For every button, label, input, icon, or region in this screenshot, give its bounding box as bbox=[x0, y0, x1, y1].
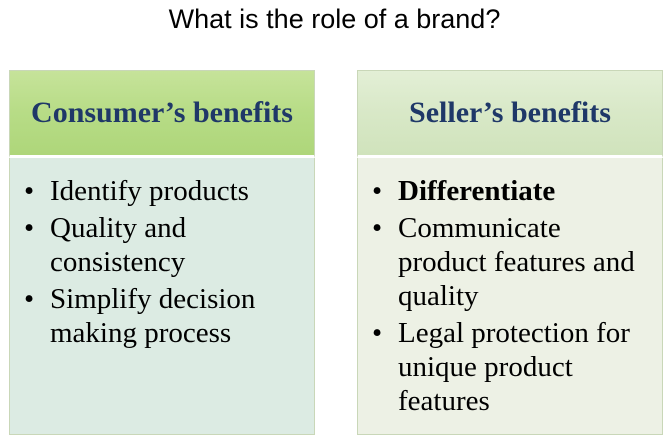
seller-benefits-header-label: Seller’s benefits bbox=[409, 96, 611, 129]
list-item: • Legal protection for unique product fe… bbox=[372, 316, 652, 418]
list-item-text: Legal protection for unique product feat… bbox=[398, 317, 630, 417]
list-item-text: Identify products bbox=[50, 175, 249, 207]
bullet-icon: • bbox=[24, 212, 35, 244]
list-item-text: Simplify decision making process bbox=[50, 283, 256, 349]
page-title: What is the role of a brand? bbox=[168, 4, 501, 34]
consumer-benefits-list-box: • Identify products • Quality and consis… bbox=[9, 158, 315, 435]
list-item: • Identify products bbox=[24, 174, 304, 208]
list-item: • Simplify decision making process bbox=[24, 282, 304, 350]
consumer-benefits-header-label: Consumer’s benefits bbox=[31, 96, 293, 129]
bullet-icon: • bbox=[372, 175, 383, 207]
list-item: • Communicate product features and quali… bbox=[372, 211, 652, 313]
bullet-icon: • bbox=[372, 212, 383, 244]
bullet-icon: • bbox=[372, 317, 383, 349]
consumer-benefits-header: Consumer’s benefits bbox=[9, 70, 315, 158]
list-item-text: Quality and consistency bbox=[50, 212, 187, 278]
seller-benefits-list-box: • Differentiate • Communicate product fe… bbox=[357, 158, 663, 435]
seller-benefits-header: Seller’s benefits bbox=[357, 70, 663, 158]
list-item-text: Differentiate bbox=[398, 175, 556, 207]
list-item: • Quality and consistency bbox=[24, 211, 304, 279]
bullet-icon: • bbox=[24, 283, 35, 315]
seller-benefits-panel: Seller’s benefits • Differentiate • Comm… bbox=[357, 70, 663, 435]
consumer-benefits-list: • Identify products • Quality and consis… bbox=[24, 174, 304, 350]
seller-benefits-list: • Differentiate • Communicate product fe… bbox=[372, 174, 652, 418]
bullet-icon: • bbox=[24, 175, 35, 207]
list-item-text: Communicate product features and quality bbox=[398, 212, 635, 312]
consumer-benefits-panel: Consumer’s benefits • Identify products … bbox=[9, 70, 315, 435]
list-item: • Differentiate bbox=[372, 174, 652, 208]
